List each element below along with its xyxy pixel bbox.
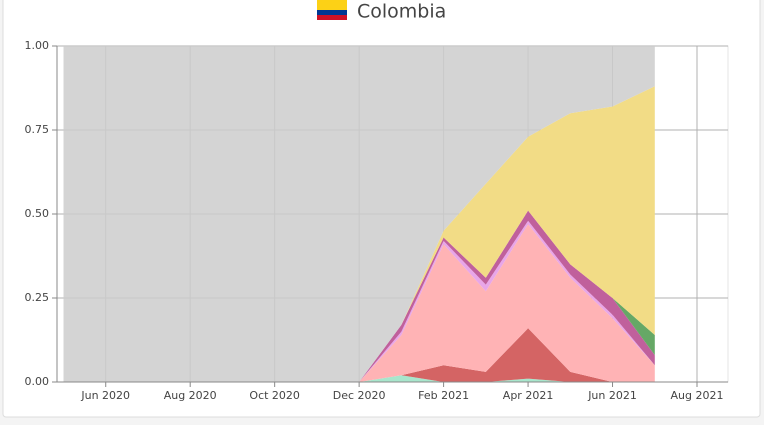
x-tick-label: Aug 2021 — [671, 389, 724, 402]
x-tick-label: Feb 2021 — [418, 389, 469, 402]
x-tick-label: Dec 2020 — [333, 389, 386, 402]
x-tick-label: Apr 2021 — [503, 389, 554, 402]
x-tick-label: Jun 2021 — [587, 389, 637, 402]
x-tick-label: Oct 2020 — [249, 389, 300, 402]
flag — [317, 0, 347, 20]
y-tick-label: 0.50 — [25, 207, 50, 220]
area — [63, 46, 655, 382]
axes: 0.00 0.25 0.50 0.75 1.00 Jun 2020 Aug 2020 Oct … — [25, 39, 728, 402]
y-tick-label: 0.00 — [25, 375, 50, 388]
chart-title: Colombia — [357, 1, 446, 23]
y-tick-label: 0.75 — [25, 123, 50, 136]
area — [63, 328, 655, 382]
y-tick-label: 0.25 — [25, 291, 50, 304]
area — [63, 224, 655, 382]
area — [63, 375, 655, 382]
y-tick-label: 1.00 — [25, 39, 50, 52]
plot: 0.00 0.25 0.50 0.75 1.00 Jun 2020 Aug 2020 Oct … — [25, 39, 729, 402]
x-tick-label: Aug 2020 — [164, 389, 217, 402]
areas — [63, 46, 655, 383]
area — [63, 86, 655, 383]
x-tick-label: Jun 2020 — [80, 389, 130, 402]
